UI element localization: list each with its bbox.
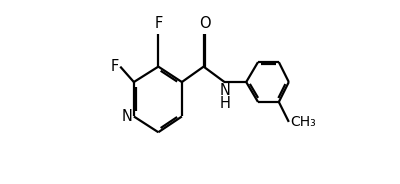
Text: N: N — [122, 109, 133, 124]
Text: CH₃: CH₃ — [290, 115, 316, 129]
Text: N: N — [219, 83, 230, 98]
Text: F: F — [111, 59, 119, 74]
Text: O: O — [199, 16, 210, 31]
Text: H: H — [219, 96, 230, 111]
Text: F: F — [154, 16, 162, 31]
